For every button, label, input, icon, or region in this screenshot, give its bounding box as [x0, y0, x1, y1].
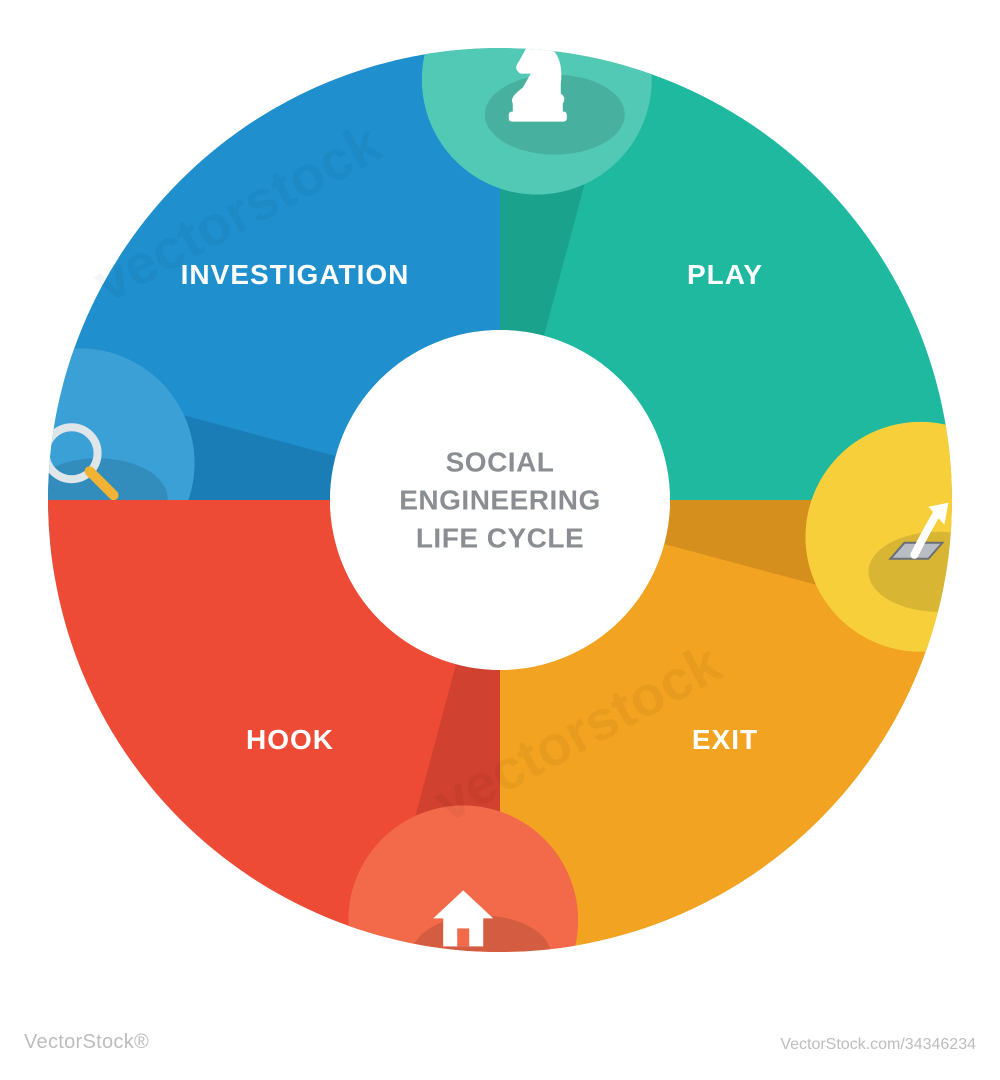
segment-label-play: PLAY	[687, 259, 763, 291]
watermark-left: VectorStock®	[24, 1031, 149, 1054]
segment-label-exit: EXIT	[692, 724, 758, 756]
watermark-right: VectorStock.com/34346234	[780, 1036, 976, 1054]
segment-label-investigation: INVESTIGATION	[181, 259, 410, 291]
center-title: SOCIAL ENGINEERING LIFE CYCLE	[399, 443, 601, 556]
cycle-infographic: SOCIAL ENGINEERING LIFE CYCLE INVESTIGAT…	[0, 0, 1000, 1000]
segment-label-hook: HOOK	[246, 724, 334, 756]
